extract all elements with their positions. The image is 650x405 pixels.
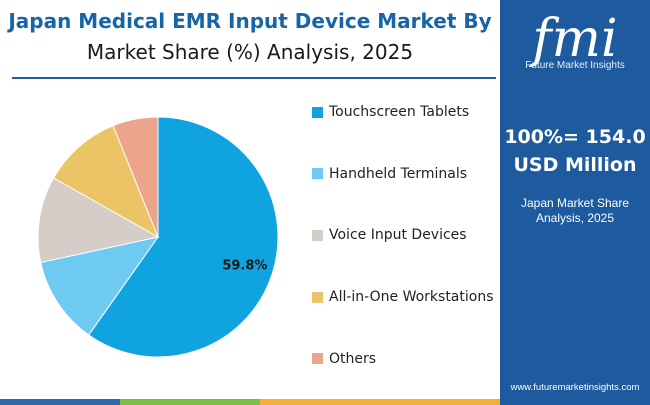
legend-swatch [312,106,323,118]
website-url[interactable]: www.futuremarketinsights.com [510,382,640,393]
legend-swatch [312,229,323,241]
logo-subtitle: Future Market Insights [525,60,625,71]
fmi-logo: fmi [528,9,617,69]
bottom-bar-segment [0,399,120,405]
chart-title: Japan Medical EMR Input Device Market By… [0,6,500,68]
title-divider [12,77,496,79]
bottom-color-bar [0,399,650,405]
legend-label: Touchscreen Tablets [329,104,470,120]
pie-slice-touchscreen-tablets [87,116,279,358]
legend-swatch [312,291,323,303]
legend-item-handheld-terminals: Handheld Terminals [312,164,467,184]
legend-item-touchscreen-tablets: Touchscreen Tablets [312,102,469,122]
legend-swatch [312,353,323,365]
total-value: 100%= 154.0 USD Million [500,123,650,179]
legend-label: Handheld Terminals [329,165,468,182]
pie-chart: 59.8% [37,116,279,358]
legend-label: Others [329,350,377,367]
pie-slice-handheld-terminals [40,236,160,336]
legend-item-all-in-one-workstations: All-in-One Workstations [312,287,494,307]
bottom-bar-segment [260,399,500,405]
legend-swatch [312,168,323,180]
panel-sub-line-1: Japan Market Share [520,196,630,210]
legend-label: All-in-One Workstations [329,289,494,306]
legend-item-others: Others [312,349,376,369]
title-line-2: Market Share (%) Analysis, 2025 [86,40,414,64]
bottom-bar-segment [120,399,260,405]
panel-sub-line-2: Analysis, 2025 [535,211,615,225]
title-line-1: Japan Medical EMR Input Device Market By [8,9,492,33]
logo-text: fmi [528,9,617,69]
side-panel: fmi Future Market Insights 100%= 154.0 U… [500,0,650,405]
total-line-2: USD Million [513,154,637,176]
total-line-1: 100%= 154.0 [504,126,646,148]
data-label-touchscreen-tablets: 59.8% [222,259,267,274]
bottom-bar-segment [500,399,650,405]
legend-label: Voice Input Devices [329,227,467,244]
pie-slice-voice-input-devices [37,177,160,264]
legend-item-voice-input-devices: Voice Input Devices [312,225,467,245]
pie-slice-others [112,116,159,238]
panel-subtitle: Japan Market Share Analysis, 2025 [500,196,650,226]
pie-slice-all-in-one-workstations [52,125,159,239]
